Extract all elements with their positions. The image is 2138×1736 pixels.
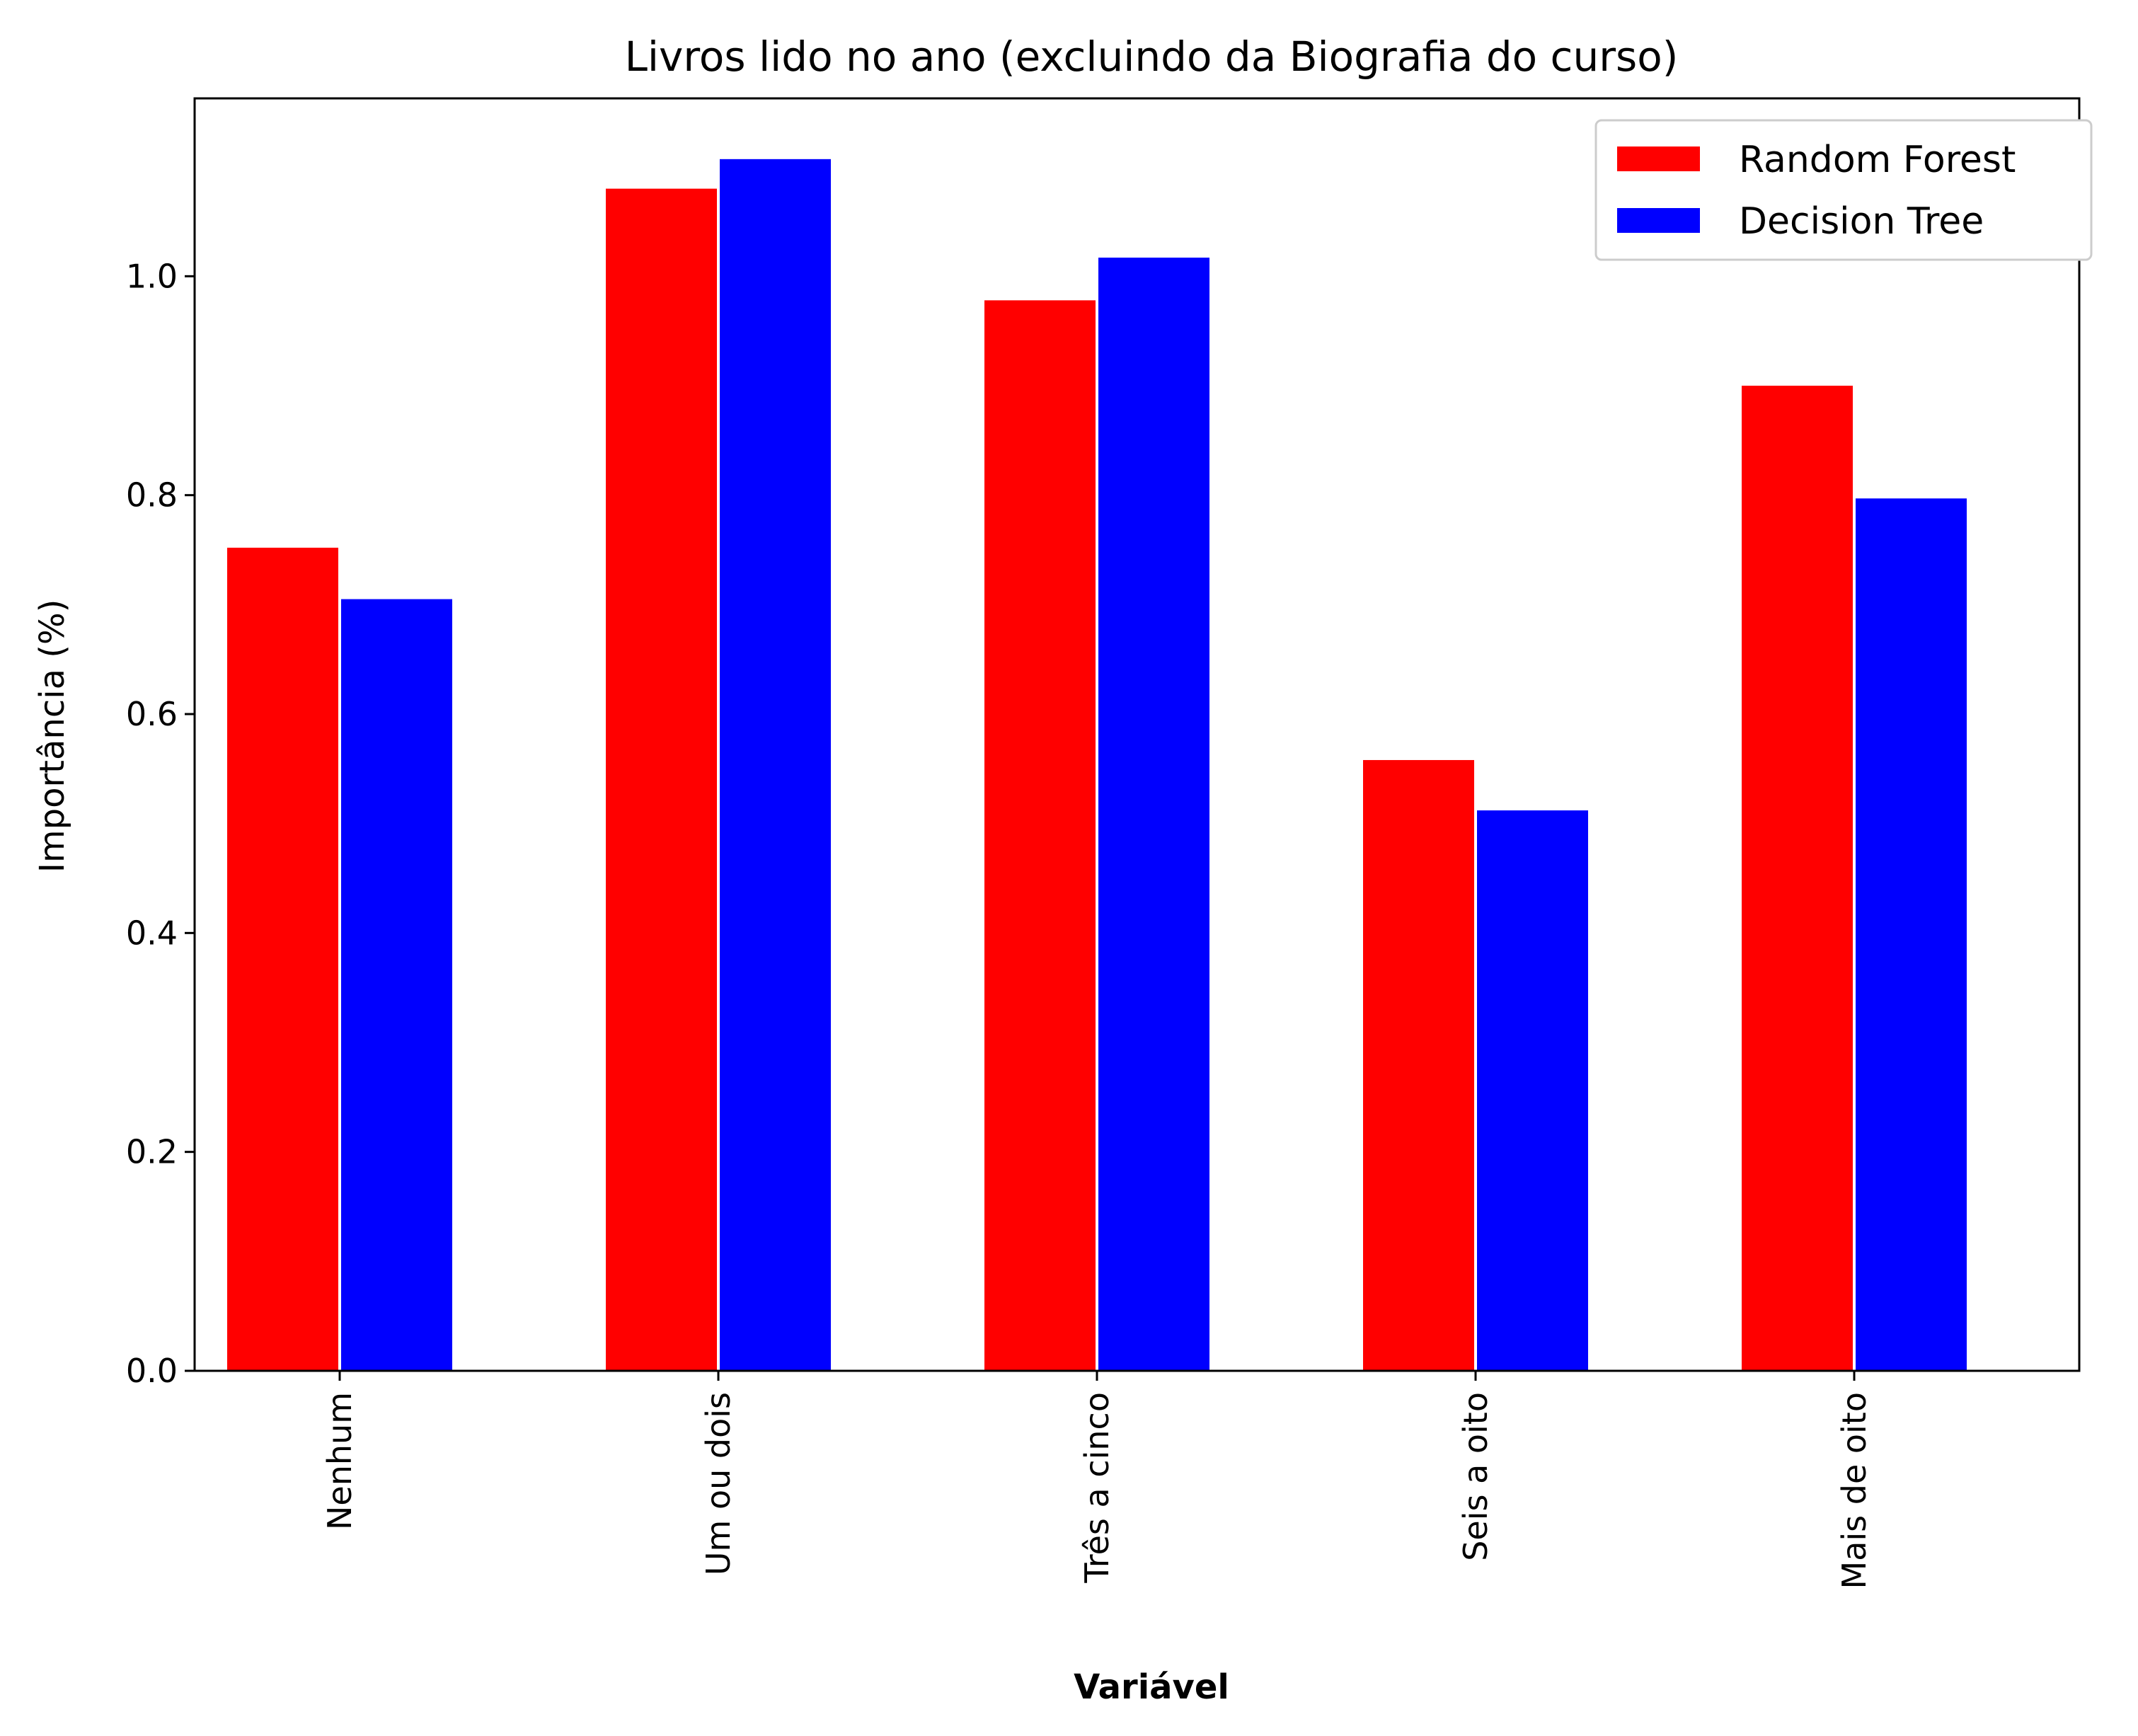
legend-swatch-random-forest [1617, 146, 1700, 171]
bar-decision-tree-tres-a-cinco [1098, 258, 1209, 1371]
x-tick-label-seis-a-oito: Seis a oito [1456, 1392, 1495, 1561]
x-tick-label-nenhum: Nenhum [321, 1392, 359, 1530]
y-tick-label: 0.4 [126, 914, 178, 952]
y-tick-label: 0.8 [126, 476, 178, 515]
bar-decision-tree-seis-a-oito [1477, 810, 1588, 1371]
x-tick-label-tres-a-cinco: Três a cinco [1078, 1392, 1116, 1584]
legend-swatch-decision-tree [1617, 208, 1700, 233]
chart-title: Livros lido no ano (excluindo da Biograf… [625, 33, 1679, 81]
plot-frame [193, 97, 2081, 1372]
y-tick-label: 0.6 [126, 695, 178, 733]
legend-label-decision-tree: Decision Tree [1739, 200, 1984, 243]
x-axis-ticks: Nenhum Um ou dois Três a cinco Seis a oito M… [321, 1371, 1873, 1589]
x-tick-label-um-ou-dois: Um ou dois [699, 1392, 737, 1575]
x-axis-label: Variável [1074, 1667, 1229, 1707]
bar-random-forest-tres-a-cinco [984, 300, 1096, 1371]
bar-random-forest-mais-de-oito [1742, 386, 1853, 1371]
x-tick-label-mais-de-oito: Mais de oito [1835, 1392, 1873, 1589]
legend-label-random-forest: Random Forest [1739, 139, 2016, 181]
legend-frame [1594, 119, 2093, 261]
y-axis-label: Importância (%) [33, 599, 72, 873]
bar-random-forest-nenhum [227, 547, 338, 1371]
y-tick-label: 0.0 [126, 1352, 178, 1390]
legend: Random Forest Decision Tree [1594, 119, 2093, 261]
y-tick-label: 0.2 [126, 1133, 178, 1171]
y-tick-label: 1.0 [126, 257, 178, 295]
y-axis-ticks: 0.0 0.2 0.4 0.6 0.8 1.0 [126, 257, 195, 1390]
bars-layer [227, 159, 1967, 1372]
bar-decision-tree-mais-de-oito [1856, 498, 1967, 1371]
bar-decision-tree-nenhum [341, 599, 452, 1371]
bar-random-forest-um-ou-dois [606, 188, 717, 1372]
bar-random-forest-seis-a-oito [1363, 759, 1474, 1371]
bar-decision-tree-um-ou-dois [720, 159, 831, 1372]
